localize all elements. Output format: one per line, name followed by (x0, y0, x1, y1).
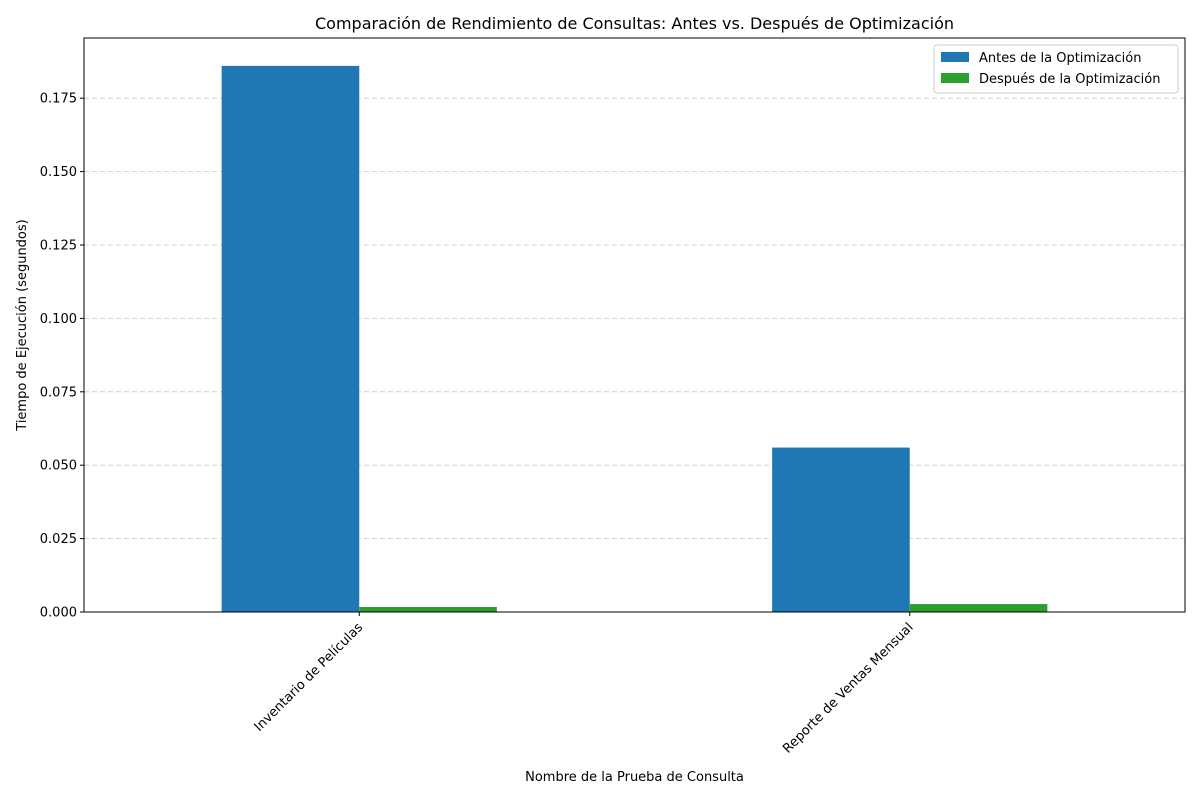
legend-swatch-before (941, 52, 969, 62)
legend: Antes de la Optimización Después de la O… (933, 44, 1179, 94)
bar-after-0 (359, 607, 497, 612)
y-axis-label: Tiempo de Ejecución (segundos) (15, 219, 30, 431)
y-tick-label: 0.075 (40, 385, 77, 400)
x-axis-label: Nombre de la Prueba de Consulta (525, 770, 744, 785)
x-tick-label: Reporte de Ventas Mensual (780, 620, 916, 756)
y-tick-label: 0.175 (40, 92, 77, 107)
legend-label-after: Después de la Optimización (979, 72, 1160, 87)
y-tick-label: 0.000 (40, 606, 77, 621)
bar-before-1 (772, 447, 910, 612)
plot-frame (83, 37, 1186, 613)
y-tick-label: 0.150 (40, 165, 77, 180)
x-tick-label: Inventario de Películas (252, 620, 367, 735)
x-axis: Inventario de Películas Reporte de Ventas… (252, 612, 917, 757)
y-tick-label: 0.025 (40, 532, 77, 547)
legend-label-before: Antes de la Optimización (979, 51, 1141, 66)
bar-after-1 (909, 604, 1048, 612)
y-tick-label: 0.050 (40, 459, 77, 474)
bar-before-0 (221, 65, 360, 613)
y-axis: 0.000 0.025 0.050 0.075 0.100 0.125 0.150 0.175 (40, 92, 84, 621)
legend-box (933, 44, 1179, 94)
y-tick-label: 0.100 (40, 312, 77, 327)
legend-swatch-after (941, 73, 969, 83)
bars (221, 65, 1048, 613)
chart-title: Comparación de Rendimiento de Consultas:… (315, 14, 954, 33)
y-tick-label: 0.125 (40, 238, 77, 253)
